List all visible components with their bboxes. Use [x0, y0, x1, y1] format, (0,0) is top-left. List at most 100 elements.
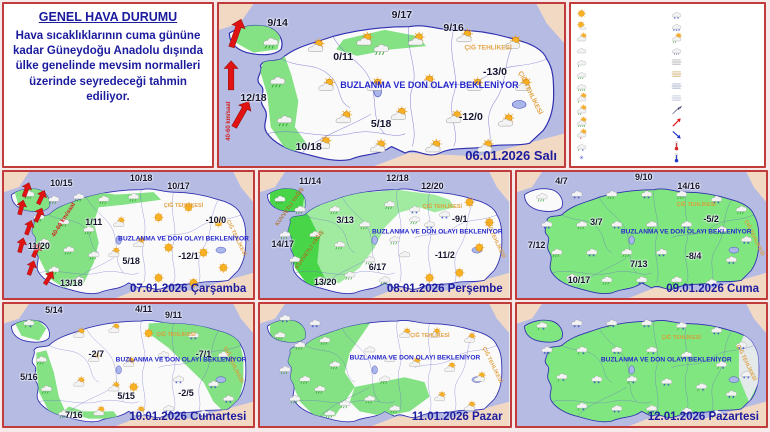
snow-icon — [710, 326, 722, 335]
snow-icon — [566, 273, 577, 282]
temperature-label: -9/1 — [452, 213, 468, 224]
rain-icon — [329, 361, 341, 370]
legend-item — [575, 128, 668, 140]
temperature-label: 7/12 — [527, 240, 546, 251]
snow-icon — [610, 220, 622, 229]
rain-icon — [289, 256, 301, 265]
province-border — [432, 58, 547, 89]
snow-rain-icon — [606, 319, 617, 328]
precipitation-zone — [13, 320, 47, 341]
neighbor-land — [372, 401, 510, 426]
snow-rain-icon — [536, 322, 548, 331]
strong-south-wind-arrow — [31, 243, 42, 259]
temperature-label: 14/17 — [271, 238, 295, 249]
neighbor-land — [116, 401, 254, 426]
lake-tuz — [115, 235, 122, 245]
province-border — [653, 189, 658, 283]
temperature-label: 3/7 — [590, 217, 603, 228]
temperature-label: 11/14 — [299, 175, 322, 186]
rain-icon — [670, 276, 682, 285]
temperature-label: 5/14 — [45, 305, 63, 316]
legend-item — [670, 116, 763, 128]
snow-icon — [671, 11, 681, 19]
snow-icon — [640, 319, 652, 328]
lake-tuz — [628, 235, 635, 245]
map-date-label: 10.01.2026 Cumartesi — [129, 411, 247, 423]
sun-cloud-icon — [425, 138, 442, 153]
precipitation-zone — [232, 25, 282, 53]
sun-cloud-icon — [466, 77, 484, 91]
province-border — [280, 58, 351, 108]
map-date-label: 08.01.2026 Perşembe — [386, 283, 503, 295]
legend-panel — [569, 2, 766, 168]
temperature-label: 12/18 — [240, 91, 267, 104]
province-border — [671, 214, 754, 238]
sun-icon — [424, 272, 435, 283]
patchy-shower-icon — [671, 32, 682, 43]
province-border — [576, 257, 627, 289]
temperature-label: -2/7 — [88, 349, 105, 360]
avalanche-warning-text: ÇIĞ TEHLİKESİ — [464, 44, 512, 52]
rain-icon — [294, 341, 306, 350]
temperature-label: 10/17 — [167, 180, 190, 191]
lake-van — [728, 246, 739, 254]
light-snow-icon — [579, 155, 584, 161]
neighbor-land — [489, 172, 510, 203]
legend-item — [670, 31, 763, 43]
cloud-icon — [399, 251, 411, 258]
province-border — [684, 323, 688, 412]
temperature-label: -13/0 — [483, 66, 507, 79]
sun-cloud-icon — [497, 112, 515, 127]
precipitation-zone — [302, 189, 455, 283]
frost-warning-text: BUZLANMA VE DON OLAYI BEKLENİYOR — [349, 354, 481, 362]
temperature-label: 14/16 — [677, 180, 700, 191]
neighbor-land — [4, 304, 29, 324]
rain-icon — [715, 225, 727, 235]
rain-icon — [324, 409, 336, 419]
province-border — [710, 199, 732, 283]
lake-tuz — [628, 365, 635, 375]
neighbor-land — [260, 172, 286, 193]
rain-icon — [270, 76, 286, 88]
sun-cloud-icon — [133, 405, 146, 416]
lake-van — [728, 376, 739, 383]
forecast-map-tuesday: 9/14 9/17 9/16 0/11 -13/0 12/18 5/18 -12/0 10/18… — [217, 2, 566, 168]
strong-south-wind-arrow — [24, 220, 35, 236]
province-border — [171, 192, 176, 283]
neighbor-land — [628, 401, 766, 426]
rain-icon — [339, 400, 351, 409]
cold-icon — [674, 153, 678, 163]
snow-icon — [409, 205, 421, 214]
province-border — [561, 345, 612, 383]
legend-item — [575, 140, 668, 152]
temperature-label: 10/17 — [567, 275, 591, 286]
snow-icon — [655, 248, 667, 257]
rain-icon — [314, 385, 326, 394]
precipitation-zone — [148, 321, 244, 412]
sun-cloud-icon — [88, 351, 101, 362]
sun-icon — [454, 267, 465, 278]
legend-item — [670, 152, 763, 164]
temperature-label: -10/0 — [205, 214, 227, 225]
precipitation-zone — [36, 350, 67, 417]
rain-icon — [263, 37, 279, 49]
sun-icon — [577, 8, 586, 18]
rain-icon — [735, 205, 747, 215]
map-date-label: 12.01.2026 Pazartesi — [647, 411, 759, 423]
province-border — [320, 386, 371, 417]
snow-rain-icon — [576, 402, 587, 411]
rain-icon — [274, 331, 286, 340]
snow-icon — [735, 341, 747, 350]
snow-icon — [591, 375, 602, 384]
neighbor-land — [489, 304, 510, 334]
north-wind-icon — [671, 131, 681, 139]
province-border — [454, 330, 475, 412]
sun-cloud-icon — [446, 109, 463, 124]
neighbor-land — [374, 133, 564, 166]
snow-rain-icon — [710, 409, 722, 419]
lake-van — [215, 246, 227, 254]
snow-icon — [610, 405, 622, 413]
legend-column-right — [670, 7, 763, 164]
rain-icon — [379, 276, 391, 285]
rain-icon — [409, 215, 421, 225]
